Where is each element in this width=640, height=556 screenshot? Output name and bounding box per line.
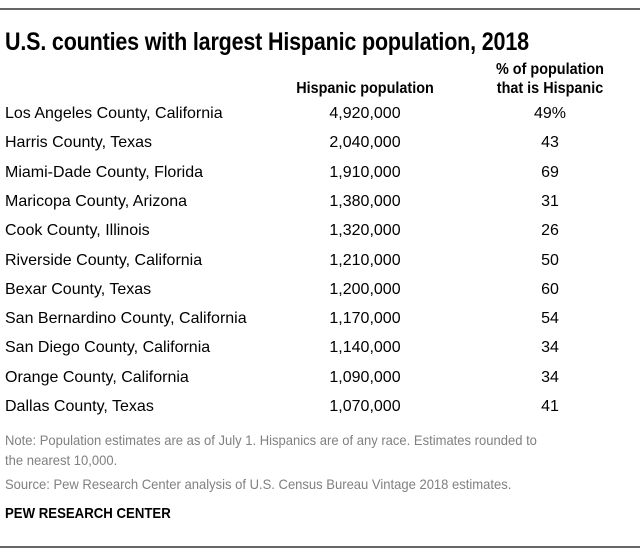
county-name: Cook County, Illinois — [5, 222, 150, 240]
county-name: Orange County, California — [5, 368, 189, 386]
table-row: San Diego County, California 1,140,000 34 — [0, 339, 640, 368]
note-line2: the nearest 10,000. — [5, 452, 118, 468]
table-row: Maricopa County, Arizona 1,380,000 31 — [0, 193, 640, 222]
population-value: 1,090,000 — [329, 368, 401, 386]
table-row: Harris County, Texas 2,040,000 43 — [0, 134, 640, 163]
county-name: Riverside County, California — [5, 251, 203, 269]
percent-value: 49% — [533, 105, 567, 122]
header-pct-line2: that is Hispanic — [496, 80, 604, 97]
population-value: 1,910,000 — [329, 163, 401, 181]
note-line1: Note: Population estimates are as of Jul… — [5, 432, 537, 448]
bottom-rule — [0, 546, 640, 548]
table-row: Riverside County, California 1,210,000 50 — [0, 252, 640, 281]
population-value: 1,320,000 — [329, 222, 401, 240]
header-hispanic-population: Hispanic population — [290, 79, 439, 98]
chart-title: U.S. counties with largest Hispanic popu… — [5, 28, 529, 56]
percent-value: 34 — [541, 368, 559, 386]
county-name: San Bernardino County, California — [5, 310, 247, 328]
header-percent-hispanic: % of population that is Hispanic — [483, 60, 618, 98]
percent-value: 54 — [541, 310, 559, 328]
percent-value: 50 — [541, 251, 559, 269]
percent-value: 26 — [541, 222, 559, 240]
population-value: 1,170,000 — [329, 310, 401, 328]
county-name: Maricopa County, Arizona — [5, 192, 188, 210]
percent-value: 60 — [541, 280, 559, 298]
table-row: San Bernardino County, California 1,170,0… — [0, 310, 640, 339]
county-name: Bexar County, Texas — [5, 280, 152, 298]
header-pop-text: Hispanic population — [296, 80, 434, 97]
population-value: 1,210,000 — [329, 251, 401, 269]
header-pct-line1: % of population — [496, 61, 604, 78]
population-value: 1,070,000 — [329, 398, 401, 415]
population-value: 2,040,000 — [329, 134, 401, 152]
table-row: Cook County, Illinois 1,320,000 26 — [0, 222, 640, 251]
table-row: Bexar County, Texas 1,200,000 60 — [0, 281, 640, 310]
county-name: Los Angeles County, California — [5, 105, 223, 122]
percent-value: 69 — [541, 163, 559, 181]
county-name: San Diego County, California — [5, 339, 211, 357]
population-value: 1,380,000 — [329, 192, 401, 210]
population-value: 1,200,000 — [329, 280, 401, 298]
percent-value: 31 — [541, 192, 559, 210]
percent-value: 43 — [541, 134, 559, 152]
brand-logo-text: PEW RESEARCH CENTER — [5, 505, 171, 522]
source-note: Source: Pew Research Center analysis of … — [5, 476, 512, 492]
county-name: Miami-Dade County, Florida — [5, 163, 203, 181]
county-name: Harris County, Texas — [5, 134, 153, 152]
percent-value: 34 — [541, 339, 559, 357]
percent-value: 41 — [541, 398, 559, 415]
top-rule — [0, 8, 640, 10]
population-value: 4,920,000 — [329, 105, 401, 122]
table-row: Orange County, California 1,090,000 34 — [0, 369, 640, 398]
table-row: Los Angeles County, California 4,920,000 4… — [0, 105, 640, 134]
table-row: Dallas County, Texas 1,070,000 41 — [0, 398, 640, 427]
county-name: Dallas County, Texas — [5, 398, 154, 415]
population-value: 1,140,000 — [329, 339, 401, 357]
table-row: Miami-Dade County, Florida 1,910,000 69 — [0, 164, 640, 193]
